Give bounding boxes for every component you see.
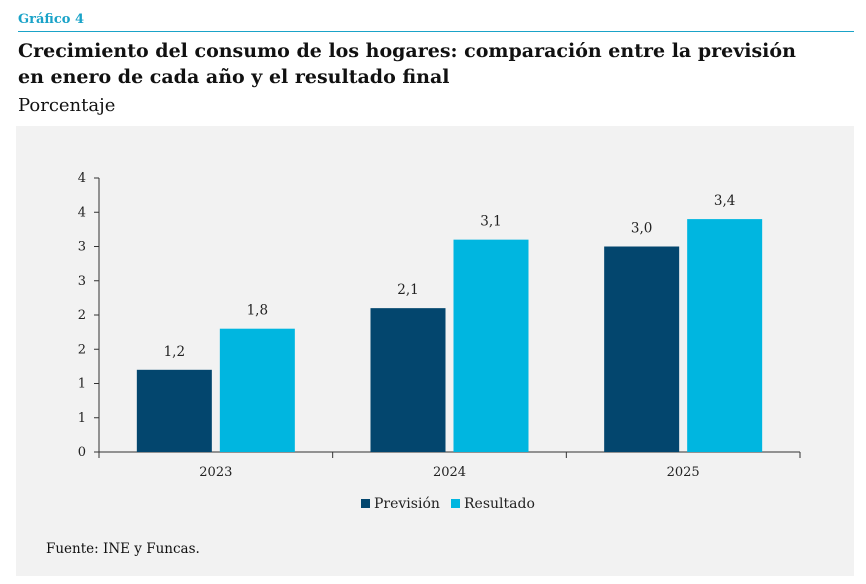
legend-label: Previsión xyxy=(374,496,440,512)
bar-prevision xyxy=(370,308,446,452)
y-tick-label: 4 xyxy=(78,205,86,220)
legend-label: Resultado xyxy=(464,496,535,512)
legend-swatch xyxy=(451,499,460,508)
source-note: Fuente: INE y Funcas. xyxy=(46,541,200,557)
legend-swatch xyxy=(361,499,370,508)
bar-resultado xyxy=(687,219,763,452)
y-tick-label: 1 xyxy=(78,411,86,426)
chart-subtitle: Porcentaje xyxy=(18,95,116,116)
data-label: 3,1 xyxy=(480,214,501,230)
y-tick-label: 3 xyxy=(78,274,86,289)
x-tick-label: 2025 xyxy=(667,465,700,480)
y-tick-label: 1 xyxy=(78,377,86,392)
y-tick-label: 4 xyxy=(78,171,86,186)
chart-title: Crecimiento del consumo de los hogares: … xyxy=(18,38,848,90)
data-label: 1,2 xyxy=(164,344,185,360)
bar-resultado xyxy=(453,239,529,452)
y-tick-label: 2 xyxy=(78,342,86,357)
x-tick-label: 2023 xyxy=(199,465,232,480)
header-rule xyxy=(18,31,854,32)
bar-prevision xyxy=(604,246,680,452)
y-tick-label: 0 xyxy=(78,445,86,460)
bar-resultado xyxy=(219,328,295,452)
figure-label: Gráfico 4 xyxy=(18,12,84,27)
data-label: 1,8 xyxy=(247,303,268,319)
data-label: 2,1 xyxy=(397,282,418,298)
bar-prevision xyxy=(136,369,212,452)
data-label: 3,4 xyxy=(714,193,735,209)
chart-title-line-2: en enero de cada año y el resultado fina… xyxy=(18,66,450,88)
chart-title-line-1: Crecimiento del consumo de los hogares: … xyxy=(18,40,796,62)
data-label: 3,0 xyxy=(631,221,652,237)
x-tick-label: 2024 xyxy=(433,465,466,480)
y-tick-label: 3 xyxy=(78,240,86,255)
y-tick-label: 2 xyxy=(78,308,86,323)
